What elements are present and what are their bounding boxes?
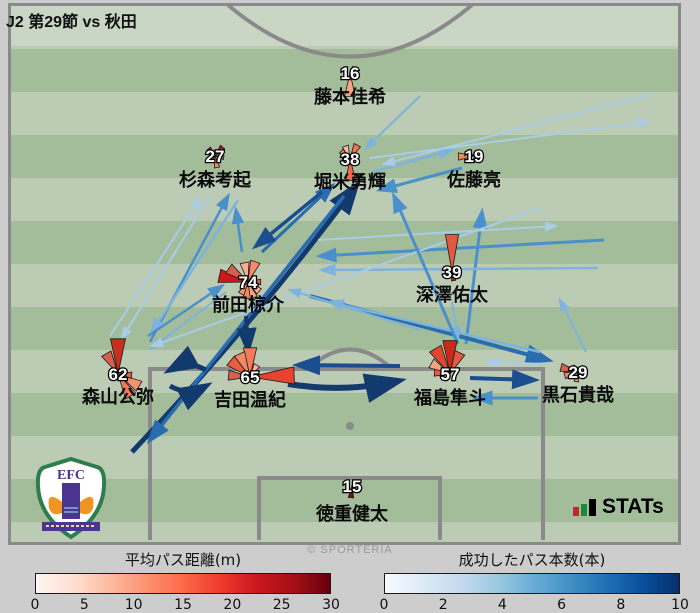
legend-pass-count-ticks: 0 2 4 6 8 10: [380, 594, 689, 613]
tick-label: 8: [616, 597, 626, 613]
legend-pass-count-colorbar: [384, 573, 680, 594]
tick-label: 25: [272, 597, 291, 613]
stats-logo-text: STATs: [602, 495, 664, 518]
stats-logo-bar-icon: [589, 499, 596, 516]
legend-pass-distance-title: 平均パス距離(m): [124, 551, 242, 569]
tick-label: 4: [497, 597, 507, 613]
tick-label: 0: [379, 597, 389, 613]
legend-pass-distance-colorbar: [35, 573, 331, 594]
stats-logo-bar-icon: [573, 507, 579, 516]
legend-pass-distance-ticks: 0 5 10 15 20 25 30: [31, 594, 340, 613]
tick-label: 0: [30, 597, 40, 613]
stats-logo: STATs: [573, 495, 664, 518]
legend-pass-count: 成功したパス本数(本) 0 2 4 6 8 10: [380, 549, 689, 613]
legend-pass-count-title: 成功したパス本数(本): [458, 551, 606, 569]
tick-label: 30: [322, 597, 340, 613]
tick-label: 15: [174, 597, 192, 613]
tick-label: 10: [671, 597, 689, 613]
tick-label: 20: [223, 597, 242, 613]
copyright: © SPORTERIA: [307, 544, 393, 556]
match-title: J2 第29節 vs 秋田: [6, 14, 137, 31]
pitch: [8, 3, 681, 545]
tick-label: 10: [124, 597, 143, 613]
legend-pass-distance: 平均パス距離(m) 0 5 10 15 20 25 30: [31, 549, 340, 613]
stats-logo-bar-icon: [581, 504, 587, 516]
tick-label: 6: [557, 597, 567, 613]
tick-label: 5: [79, 597, 89, 613]
tick-label: 2: [438, 597, 448, 613]
